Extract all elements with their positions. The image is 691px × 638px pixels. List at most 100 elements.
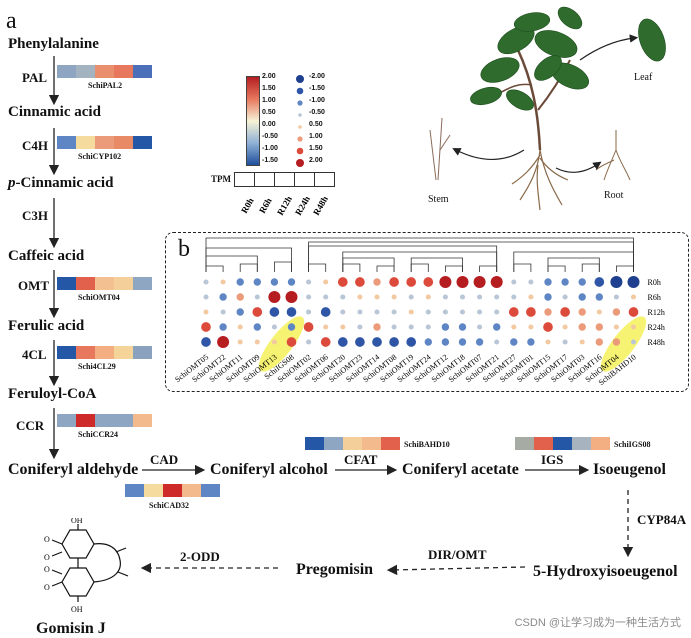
expression-bubble xyxy=(220,279,226,285)
expression-bubble xyxy=(306,309,312,315)
enzyme-ccr: CCR xyxy=(16,418,45,433)
expression-bubble xyxy=(613,324,619,330)
expression-bubble xyxy=(528,294,534,300)
dendrogram-branch xyxy=(308,241,634,272)
heatmap-cell xyxy=(133,414,152,427)
gradient-tick: 0.00 xyxy=(262,121,276,128)
row-label: R0h xyxy=(648,278,661,287)
heatmap-cell xyxy=(95,65,114,78)
heatmap-cell xyxy=(114,65,133,78)
compound-coniferyl-alcohol: Coniferyl alcohol xyxy=(210,461,328,478)
dendrogram-branch xyxy=(445,265,463,272)
dendrogram-branch xyxy=(308,245,498,272)
panel-a-label: a xyxy=(6,8,17,34)
expression-bubble xyxy=(269,307,280,317)
structure-label: O xyxy=(44,583,50,592)
compound-pregomisin: Pregomisin xyxy=(296,561,374,578)
expression-bubble xyxy=(442,309,448,315)
heatmap-cell xyxy=(95,277,114,290)
expression-bubble xyxy=(217,336,230,348)
dendrogram-branch xyxy=(410,263,429,272)
dendrogram-branch xyxy=(342,251,498,272)
expression-bubble xyxy=(425,309,431,315)
legend-dot xyxy=(298,125,302,129)
dot-tick: 1.00 xyxy=(309,133,323,140)
expression-bubble xyxy=(357,324,363,330)
expression-bubble xyxy=(494,339,500,345)
expression-bubble xyxy=(543,322,553,332)
expression-bubble xyxy=(306,339,312,345)
expression-bubble xyxy=(373,278,381,286)
expression-bubble xyxy=(490,276,503,288)
expression-bubble xyxy=(236,308,244,316)
gene-label-schiomt04: SchiOMT04 xyxy=(78,293,120,302)
expression-bubble xyxy=(270,278,279,286)
dot-legend xyxy=(296,75,304,167)
compound-gomisin-j: Gomisin J xyxy=(36,620,106,637)
tpm-box xyxy=(314,172,335,187)
expression-bubble xyxy=(373,323,381,331)
gene-label-schiccr24: SchiCCR24 xyxy=(78,430,119,439)
structure-label: O xyxy=(44,535,50,544)
heatmap-cell xyxy=(362,437,381,450)
legend-dot xyxy=(296,159,304,167)
dendrogram-branch xyxy=(342,257,395,272)
heatmap-cell xyxy=(381,437,400,450)
expression-bubble xyxy=(253,278,261,286)
gradient-tick: 2.00 xyxy=(262,73,276,80)
lower-aromatic-ring xyxy=(61,567,95,597)
expression-bubble xyxy=(236,278,244,286)
row-label: R6h xyxy=(648,293,661,302)
compound-cinnamic-acid: Cinnamic acid xyxy=(8,104,101,120)
expression-bubble xyxy=(508,307,519,317)
expression-bubble xyxy=(271,324,277,330)
gene-label-schicad32: SchiCAD32 xyxy=(149,501,190,510)
expression-bubble xyxy=(374,294,380,300)
dendrogram-branch xyxy=(513,251,634,272)
expression-bubble xyxy=(320,307,331,317)
expression-bubble xyxy=(578,278,586,286)
enzyme-cfat: CFAT xyxy=(344,452,378,467)
expression-bubble xyxy=(425,294,431,300)
dendrogram-branch xyxy=(547,257,600,272)
dendrogram-branch xyxy=(513,263,532,272)
expression-bubble xyxy=(340,324,346,330)
enzyme-omt: OMT xyxy=(18,278,50,293)
expression-bubble xyxy=(610,276,623,288)
expression-bubble xyxy=(423,277,434,287)
dendrogram-branch xyxy=(616,265,634,272)
legend-dot xyxy=(296,147,304,155)
expression-bubble xyxy=(627,276,640,288)
structure-label: OH xyxy=(71,605,83,614)
plant-roots xyxy=(511,149,569,211)
heatmap-cell xyxy=(57,346,76,359)
dendrogram-branch xyxy=(274,261,292,272)
expression-bubble xyxy=(252,307,263,317)
arrow-dir-omt xyxy=(386,564,526,576)
expression-bubble xyxy=(303,322,314,332)
expression-bubble xyxy=(562,294,568,300)
enzyme-c3h: C3H xyxy=(22,208,48,223)
expression-bubble xyxy=(203,279,209,285)
legend-dot xyxy=(296,87,304,95)
expression-bubble xyxy=(391,309,397,315)
expression-bubble xyxy=(630,339,637,345)
expression-bubble xyxy=(511,294,517,300)
heatmap-cell xyxy=(133,346,152,359)
expression-bubble xyxy=(424,338,432,346)
expression-bubble xyxy=(459,294,466,300)
heatmap-cell xyxy=(125,484,144,497)
heatmap-pal xyxy=(57,65,152,78)
expression-bubble xyxy=(268,291,281,303)
methyl-bond xyxy=(117,571,129,577)
heatmap-cfat xyxy=(305,437,400,450)
expression-bubble xyxy=(494,294,500,300)
compound-p-cinnamic-acid: p-Cinnamic acid xyxy=(8,175,113,192)
expression-bubble xyxy=(459,309,466,315)
structure-label: O xyxy=(44,565,50,574)
tpm-time-label: R6h xyxy=(257,196,274,215)
dot-tick: 1.50 xyxy=(309,145,323,152)
expression-bubble xyxy=(544,278,552,286)
heatmap-cell xyxy=(76,414,95,427)
expression-bubble xyxy=(337,277,348,287)
